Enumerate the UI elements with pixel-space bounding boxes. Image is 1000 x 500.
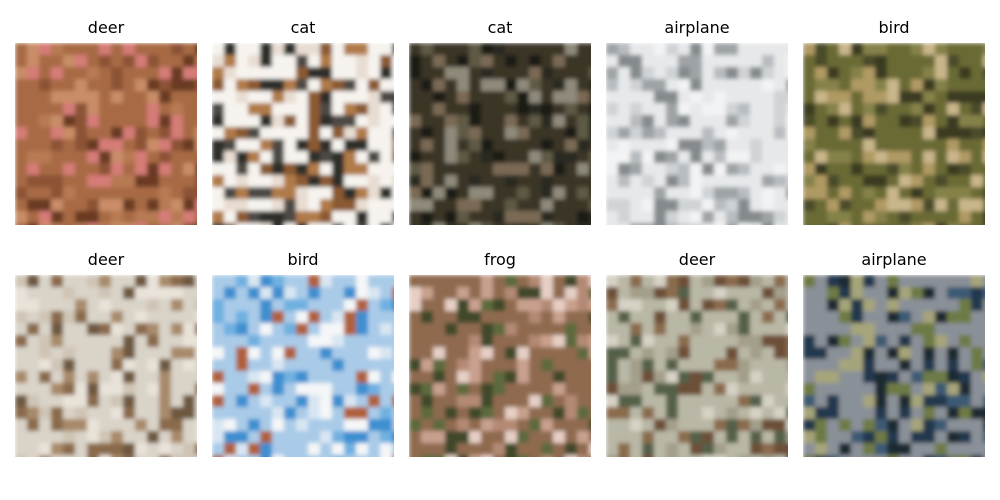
generated-image [803, 43, 985, 225]
image-mosaic [409, 275, 591, 457]
image-label: bird [878, 18, 910, 37]
image-mosaic [803, 43, 985, 225]
generated-image [15, 43, 197, 225]
image-label: bird [287, 250, 319, 269]
image-mosaic [212, 275, 394, 457]
image-mosaic [803, 275, 985, 457]
generated-image [15, 275, 197, 457]
image-label: airplane [861, 250, 927, 269]
image-mosaic [15, 43, 197, 225]
image-cell: cat [409, 0, 591, 500]
image-cell: bird [803, 0, 985, 500]
generated-image [803, 275, 985, 457]
generated-image [606, 43, 788, 225]
image-label: frog [484, 250, 516, 269]
generated-image [212, 43, 394, 225]
image-cell: deer [15, 0, 197, 500]
image-cell: deer [606, 0, 788, 500]
image-label: cat [290, 18, 316, 37]
image-label: deer [87, 18, 125, 37]
image-cell: airplane [606, 0, 788, 500]
image-mosaic [409, 43, 591, 225]
image-cell: frog [409, 0, 591, 500]
image-mosaic [606, 43, 788, 225]
generated-image [212, 275, 394, 457]
image-cell: cat [212, 0, 394, 500]
image-cell: deer [15, 0, 197, 500]
image-label: airplane [664, 18, 730, 37]
image-label: deer [87, 250, 125, 269]
generated-image [409, 43, 591, 225]
image-cell: airplane [803, 0, 985, 500]
image-label: deer [678, 250, 716, 269]
image-mosaic [606, 275, 788, 457]
image-mosaic [15, 275, 197, 457]
image-label: cat [487, 18, 513, 37]
image-mosaic [212, 43, 394, 225]
image-cell: bird [212, 0, 394, 500]
generated-image [409, 275, 591, 457]
generated-image [606, 275, 788, 457]
